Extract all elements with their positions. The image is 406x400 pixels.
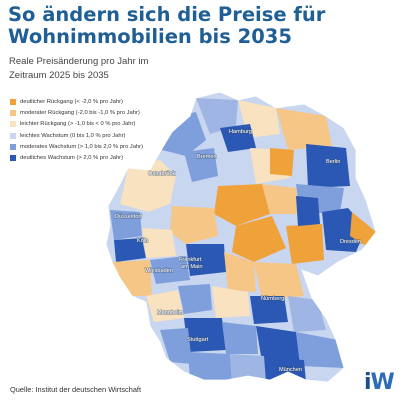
title-line-1: So ändern sich die Preise für: [8, 3, 326, 26]
subtitle-line-1: Reale Preisänderung pro Jahr im: [9, 56, 149, 67]
region-wiesbaden: [150, 256, 190, 284]
region-sauerland: [170, 206, 218, 244]
region-harz: [214, 184, 270, 226]
legend-item: leichter Rückgang (> -1,0 bis < 0 % pro …: [10, 119, 185, 130]
map-regions: [106, 92, 376, 382]
region-berlin: [306, 144, 350, 188]
region-hohenlohe: [212, 286, 250, 318]
legend-label: deutlicher Rückgang (< -2,0 % pro Jahr): [20, 98, 123, 105]
region-mannheim: [178, 284, 212, 314]
legend-swatch: [10, 155, 16, 162]
region-ingolstadt: [256, 326, 300, 362]
city-bremen: Bremen: [197, 154, 217, 160]
city-wiesbaden: Wiesbaden: [145, 268, 173, 274]
city-dresden: Dresden: [340, 239, 361, 245]
city-berlin: Berlin: [326, 159, 340, 165]
region-duesseldorf: [110, 210, 142, 240]
region-koeln: [114, 238, 146, 262]
logo-w: W: [370, 370, 395, 395]
region-bremen: [184, 148, 218, 182]
legend-item: moderates Wachstum (> 1,0 bis 2,0 % pro …: [10, 141, 185, 152]
source-note: Quelle: Institut der deutschen Wirtschaf…: [10, 385, 142, 394]
legend-item: moderater Rückgang (-2,0 bis -1,0 % pro …: [10, 107, 185, 118]
legend-swatch: [10, 109, 16, 116]
legend-swatch: [10, 121, 16, 128]
legend-label: leichtes Wachstum (0 bis 1,0 % pro Jahr): [20, 132, 126, 139]
city-duesseldorf: Düsseldorf: [115, 214, 142, 220]
region-mecklenburg-east: [276, 108, 332, 150]
city-frankfurt-am-main: am Main: [181, 264, 202, 270]
region-saxony-west: [286, 224, 324, 264]
region-bergisch: [142, 228, 176, 258]
legend-item: deutlicher Rückgang (< -2,0 % pro Jahr): [10, 96, 185, 107]
city-nuernberg: Nürnberg: [261, 296, 284, 302]
region-frankfurt: [186, 244, 226, 276]
legend-label: deutliches Wachstum (> 2,0 % pro Jahr): [20, 155, 124, 162]
region-black-forest: [160, 328, 192, 364]
city-osnabrueck: Osnabrück: [148, 171, 175, 177]
city-hamburg: Hamburg: [229, 129, 252, 135]
legend-swatch: [10, 98, 16, 105]
region-thuringia: [232, 216, 286, 262]
legend-item: deutliches Wachstum (> 2,0 % pro Jahr): [10, 152, 185, 163]
page-title: So ändern sich die Preise für Wohnimmobi…: [8, 4, 398, 48]
subtitle: Reale Preisänderung pro Jahr im Zeitraum…: [9, 55, 209, 83]
region-nuernberg: [250, 296, 288, 324]
city-mannheim: Mannheim: [157, 310, 183, 316]
title-line-2: Wohnimmobilien bis 2035: [8, 25, 292, 48]
legend-label: moderater Rückgang (-2,0 bis -1,0 % pro …: [20, 109, 140, 116]
iw-logo: iW: [364, 370, 395, 395]
region-prignitz: [270, 148, 294, 176]
legend-swatch: [10, 132, 16, 139]
region-stuttgart: [184, 318, 226, 352]
region-eifel: [112, 260, 152, 296]
region-lake-constance: [188, 352, 232, 382]
region-swabia: [222, 322, 258, 354]
legend-item: leichtes Wachstum (0 bis 1,0 % pro Jahr): [10, 130, 185, 141]
region-leipzig: [296, 196, 320, 226]
region-anhalt: [262, 184, 300, 214]
germany-border: [105, 91, 377, 383]
city-muenchen: München: [279, 367, 302, 373]
logo-i: i: [364, 370, 371, 395]
region-upper-palatinate: [288, 296, 326, 332]
legend-label: leichter Rückgang (> -1,0 bis < 0 % pro …: [20, 121, 136, 128]
region-lausitz: [350, 212, 376, 246]
legend-label: moderates Wachstum (> 1,0 bis 2,0 % pro …: [20, 143, 144, 150]
region-lower-bavaria: [296, 332, 344, 368]
legend-swatch: [10, 143, 16, 150]
map-legend: deutlicher Rückgang (< -2,0 % pro Jahr) m…: [10, 96, 185, 164]
region-pfalz: [146, 290, 184, 322]
city-frankfurt: Frankfurt: [179, 257, 202, 263]
region-hamburg: [220, 124, 256, 152]
city-koeln: Köln: [137, 238, 148, 244]
region-upper-franconia: [254, 262, 304, 300]
city-stuttgart: Stuttgart: [187, 337, 209, 343]
region-allgaeu: [230, 354, 266, 382]
region-emsland: [120, 160, 176, 212]
region-spessart: [224, 252, 256, 292]
subtitle-line-2: Zeitraum 2025 bis 2035: [9, 70, 109, 81]
region-schleswig: [196, 98, 238, 134]
